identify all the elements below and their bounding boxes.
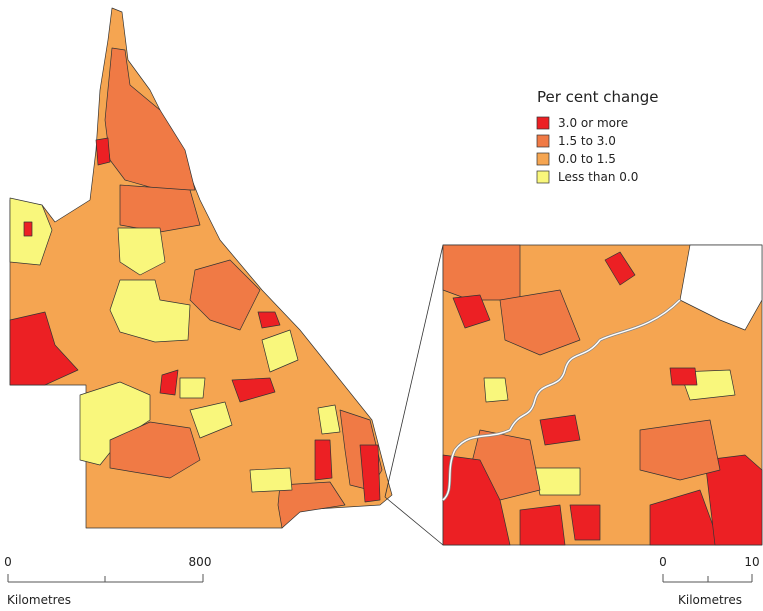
leader-line [384, 496, 444, 546]
legend-title: Per cent change [537, 88, 659, 106]
map-region [109, 421, 201, 479]
map-region [119, 184, 201, 233]
map-region [539, 414, 581, 446]
river [442, 299, 681, 501]
map-region [189, 259, 261, 331]
scale-unit: Kilometres [7, 593, 71, 607]
map-region [189, 401, 233, 439]
map-region [277, 481, 346, 529]
map-region [261, 329, 299, 373]
map-region [109, 279, 191, 343]
map-region [519, 504, 566, 546]
scale-label: 0 [4, 555, 12, 569]
scale-bar: 0 10 Kilometres [659, 555, 759, 607]
state-map [9, 7, 393, 529]
map-region [159, 369, 179, 396]
scale-label: 10 [744, 555, 759, 569]
legend-label: 0.0 to 1.5 [558, 152, 616, 166]
legend-items: 3.0 or more 1.5 to 3.0 0.0 to 1.5 Less than… [536, 116, 638, 184]
leader-line [384, 244, 444, 498]
map-region [95, 137, 111, 166]
map-region [257, 311, 281, 329]
legend: Per cent change 3.0 or more 1.5 to 3.0 0.0… [536, 88, 659, 184]
scale-label: 0 [659, 555, 667, 569]
map-region [249, 467, 293, 493]
water [679, 244, 763, 331]
legend-swatch [536, 134, 550, 148]
scale-unit: Kilometres [678, 593, 742, 607]
inset-map [441, 244, 763, 546]
map-region [104, 47, 196, 191]
map-region [23, 221, 33, 237]
map-region [534, 467, 581, 496]
map-region [317, 404, 341, 435]
map-region [452, 294, 491, 329]
map-region [314, 439, 333, 481]
map-region [117, 227, 166, 276]
map-region [231, 377, 276, 403]
map-region [639, 419, 721, 481]
map-region [9, 311, 79, 386]
map-region [499, 289, 581, 356]
legend-label: 3.0 or more [558, 116, 628, 130]
map-region [569, 504, 601, 541]
map-region [442, 244, 521, 301]
legend-swatch [536, 152, 550, 166]
legend-label: 1.5 to 3.0 [558, 134, 616, 148]
map-region [669, 367, 698, 386]
map-region [179, 377, 206, 399]
map-region [483, 377, 509, 403]
legend-label: Less than 0.0 [558, 170, 638, 184]
legend-swatch [536, 116, 550, 130]
scale-label: 800 [189, 555, 212, 569]
legend-swatch [536, 170, 550, 184]
map-region [704, 454, 763, 546]
map-region [604, 251, 636, 286]
map-region [359, 444, 381, 503]
scale-bar: 0 800 Kilometres [4, 555, 211, 607]
map-region [442, 454, 511, 546]
